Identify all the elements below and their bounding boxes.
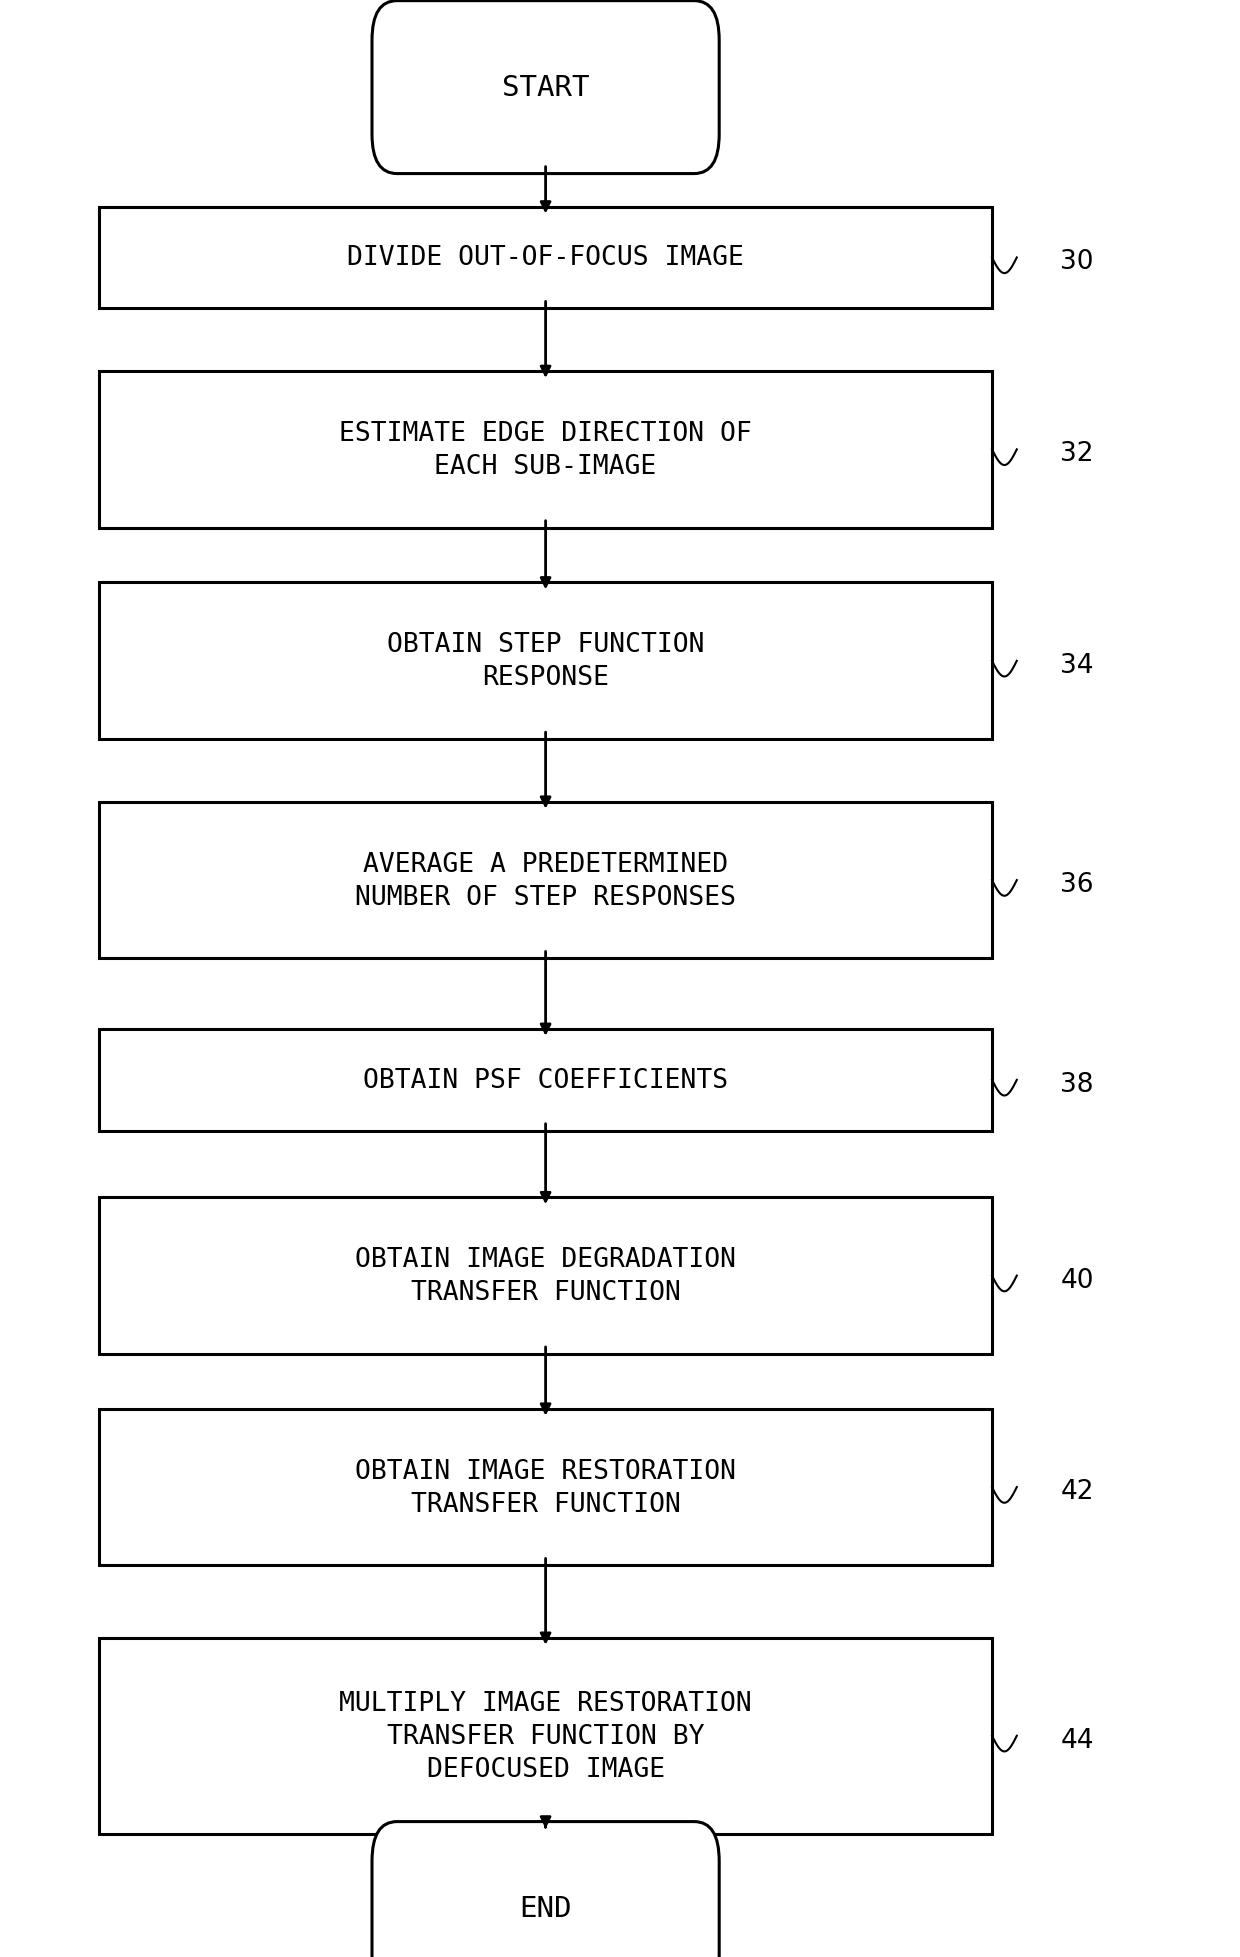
Text: MULTIPLY IMAGE RESTORATION
TRANSFER FUNCTION BY
DEFOCUSED IMAGE: MULTIPLY IMAGE RESTORATION TRANSFER FUNC… [340,1691,751,1781]
Text: OBTAIN IMAGE RESTORATION
TRANSFER FUNCTION: OBTAIN IMAGE RESTORATION TRANSFER FUNCTI… [355,1458,737,1517]
Text: OBTAIN PSF COEFFICIENTS: OBTAIN PSF COEFFICIENTS [363,1067,728,1094]
Text: DIVIDE OUT-OF-FOCUS IMAGE: DIVIDE OUT-OF-FOCUS IMAGE [347,245,744,272]
Text: END: END [520,1894,572,1922]
Bar [99,802,992,959]
FancyBboxPatch shape [372,2,719,174]
Text: 30: 30 [1060,249,1094,276]
Text: OBTAIN STEP FUNCTION
RESPONSE: OBTAIN STEP FUNCTION RESPONSE [387,632,704,691]
Bar [99,207,992,309]
Text: 44: 44 [1060,1726,1094,1753]
Bar [99,1029,992,1131]
Text: 42: 42 [1060,1478,1094,1505]
FancyBboxPatch shape [372,1822,719,1957]
Text: ESTIMATE EDGE DIRECTION OF
EACH SUB-IMAGE: ESTIMATE EDGE DIRECTION OF EACH SUB-IMAG… [340,421,751,479]
Text: 40: 40 [1060,1266,1094,1294]
Text: 38: 38 [1060,1070,1094,1098]
Bar [99,1638,992,1834]
Bar [99,372,992,528]
Bar [99,583,992,740]
Text: 36: 36 [1060,871,1094,898]
Text: OBTAIN IMAGE DEGRADATION
TRANSFER FUNCTION: OBTAIN IMAGE DEGRADATION TRANSFER FUNCTI… [355,1247,737,1305]
Text: 34: 34 [1060,652,1094,679]
Bar [99,1409,992,1566]
Text: 32: 32 [1060,440,1094,468]
Text: START: START [502,74,589,102]
Bar [99,1198,992,1354]
Text: AVERAGE A PREDETERMINED
NUMBER OF STEP RESPONSES: AVERAGE A PREDETERMINED NUMBER OF STEP R… [355,851,737,910]
